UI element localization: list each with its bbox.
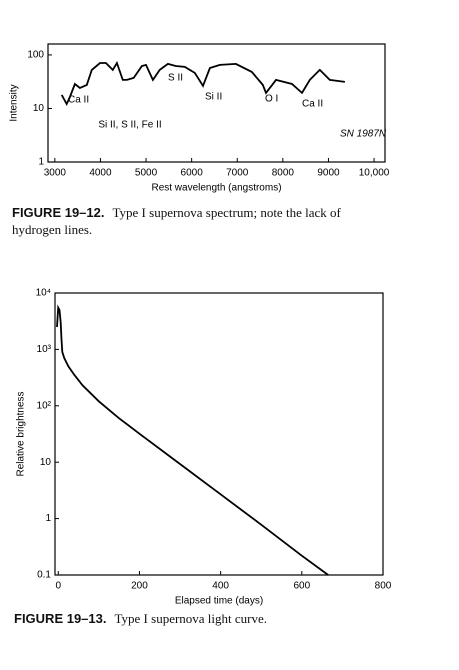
x-tick-label: 600	[293, 581, 310, 592]
x-tick-label: 5000	[135, 168, 158, 179]
y-tick-label: 1	[38, 157, 44, 168]
annotation: Si II, S II, Fe II	[98, 120, 161, 131]
x-tick-label: 3000	[44, 168, 67, 179]
data-line	[60, 60, 346, 107]
y-tick-label: 10²	[37, 400, 52, 411]
y-tick-label: 100	[27, 50, 44, 61]
x-axis-label: Rest wavelength (angstroms)	[151, 183, 281, 194]
plot-frame	[47, 43, 386, 163]
x-tick-label: 0	[55, 581, 61, 592]
y-tick-label: 10	[33, 103, 45, 114]
caption: FIGURE 19–13. Type I supernova light curv…	[14, 610, 414, 627]
y-axis-label: Intensity	[9, 84, 20, 121]
annotation: SN 1987N	[340, 129, 387, 140]
x-tick-label: 400	[212, 581, 229, 592]
caption-text: Type I supernova spectrum; note the lack…	[12, 205, 341, 237]
y-axis-label: Relative brightness	[16, 391, 27, 476]
x-tick-label: 6000	[181, 168, 204, 179]
annotation: S II	[168, 73, 183, 84]
x-tick-label: 7000	[226, 168, 249, 179]
annotation: Ca II	[302, 99, 323, 110]
x-tick-label: 9000	[317, 168, 340, 179]
data-line	[56, 304, 329, 576]
y-tick-label: 10	[40, 457, 52, 468]
x-axis-label: Elapsed time (days)	[175, 596, 263, 607]
annotation: O I	[265, 94, 278, 105]
x-tick-label: 10,000	[359, 168, 390, 179]
annotation: Si II	[205, 92, 222, 103]
caption-label: FIGURE 19–12.	[12, 205, 105, 220]
caption-text: Type I supernova light curve.	[114, 611, 268, 626]
x-tick-label: 200	[131, 581, 148, 592]
plot-frame	[54, 292, 384, 576]
y-tick-label: 0.1	[37, 570, 51, 581]
y-tick-label: 10³	[37, 344, 52, 355]
annotation: Ca II	[68, 95, 89, 106]
caption: FIGURE 19–12. Type I supernova spectrum; …	[12, 204, 392, 238]
x-tick-label: 8000	[272, 168, 295, 179]
y-tick-label: 1	[45, 513, 51, 524]
y-tick-label: 10⁴	[36, 288, 51, 299]
x-tick-label: 800	[375, 581, 392, 592]
caption-label: FIGURE 19–13.	[14, 611, 107, 626]
x-tick-label: 4000	[89, 168, 112, 179]
